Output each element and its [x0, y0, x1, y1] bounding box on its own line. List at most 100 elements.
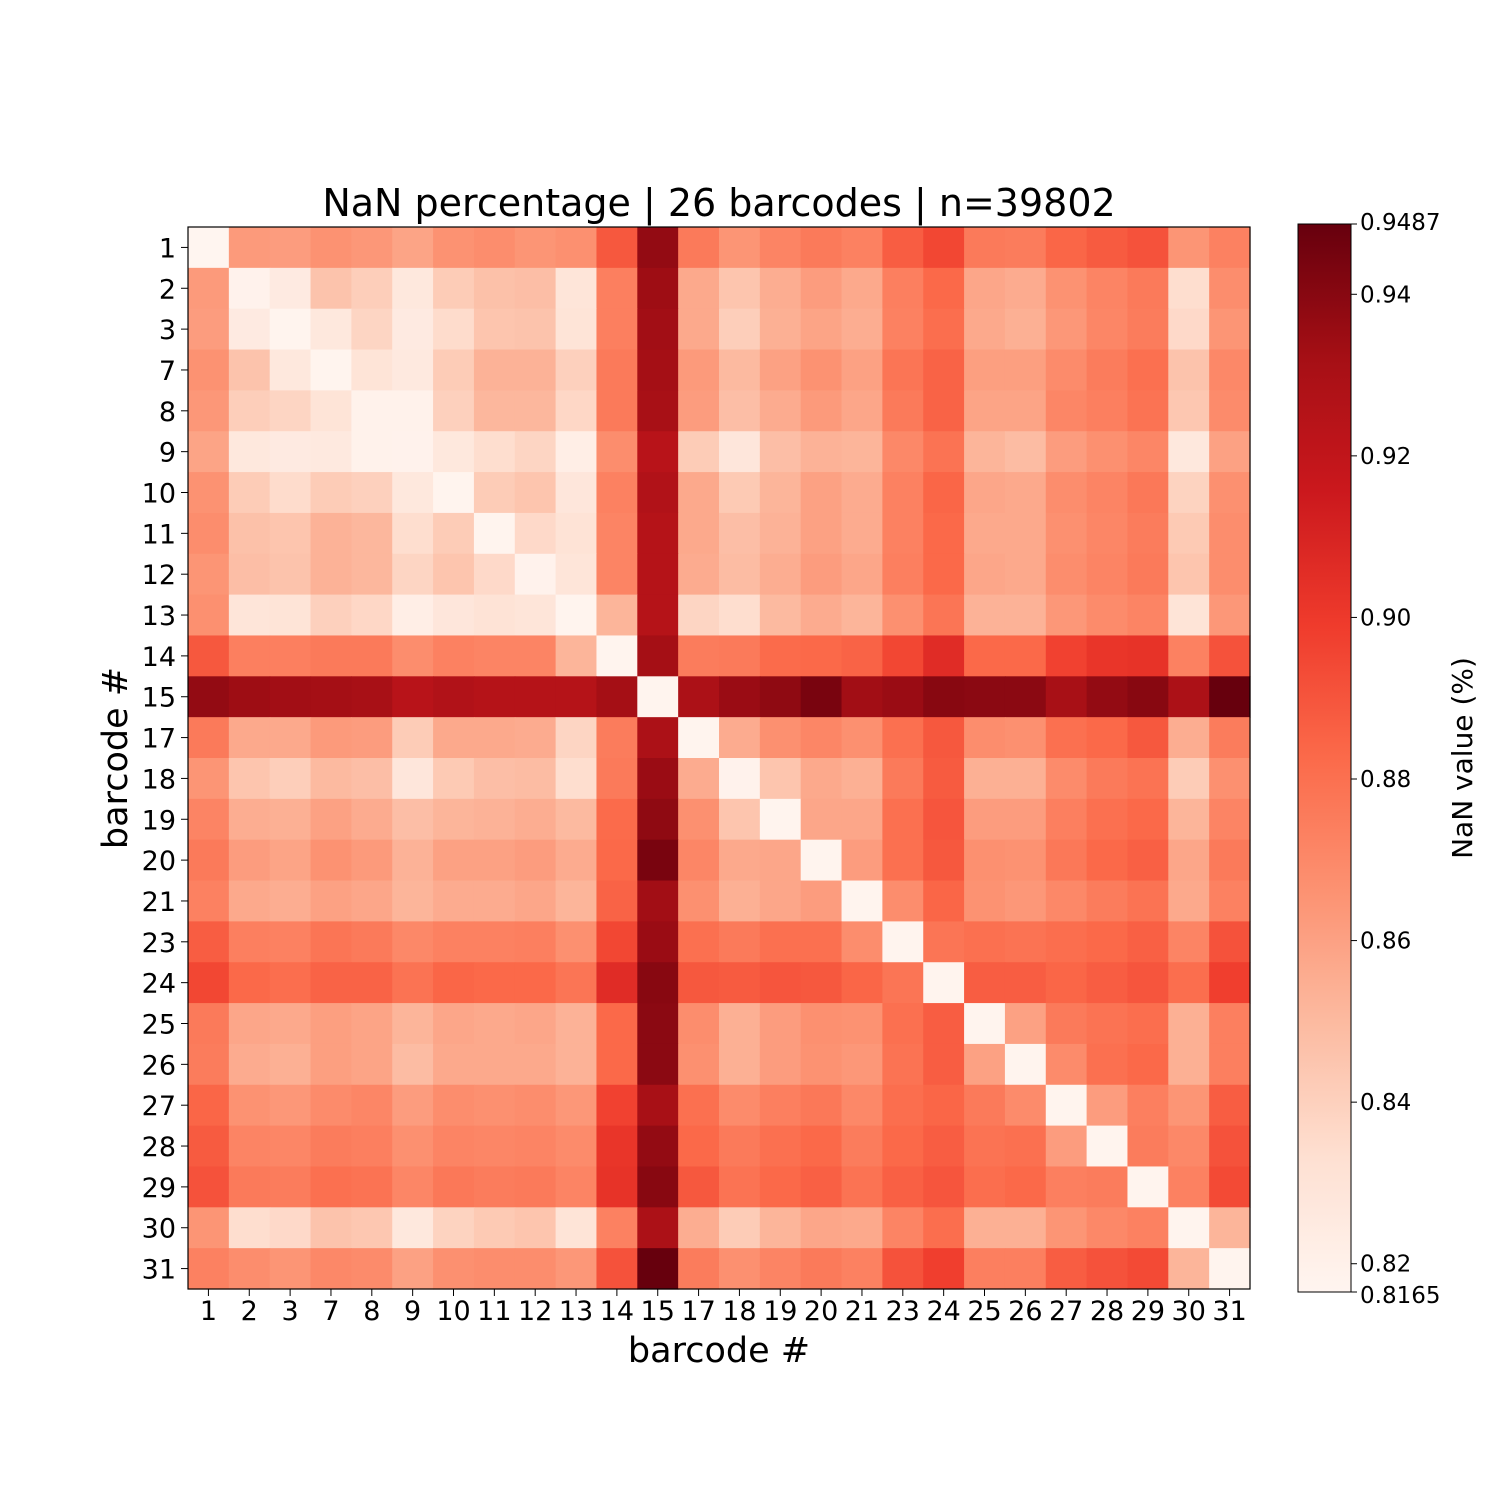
heatmap-cell-3-17 [678, 308, 720, 351]
heatmap-cell-9-9 [392, 431, 434, 473]
heatmap-cell-26-24 [923, 1043, 965, 1086]
heatmap-cell-18-15 [637, 758, 679, 800]
heatmap-cell-1-31 [1209, 227, 1251, 269]
heatmap-cell-10-31 [1209, 472, 1251, 514]
heatmap-cell-19-15 [637, 798, 679, 841]
heatmap-cell-25-27 [1045, 1003, 1088, 1045]
heatmap-cell-17-7 [310, 717, 352, 759]
heatmap-cell-26-28 [1086, 1043, 1129, 1086]
heatmap-cell-20-3 [269, 839, 312, 882]
heatmap-cell-2-9 [392, 267, 434, 310]
heatmap-cell-15-29 [1127, 676, 1169, 718]
heatmap-cell-2-2 [228, 267, 271, 310]
heatmap-cell-9-8 [351, 431, 393, 473]
heatmap-cell-11-21 [841, 512, 883, 555]
heatmap-cell-20-27 [1045, 839, 1088, 882]
heatmap-cell-24-1 [188, 962, 230, 1004]
colorbar-tick-label: 0.92 [1360, 444, 1411, 470]
heatmap-cell-11-20 [800, 512, 843, 555]
heatmap-cell-31-24 [923, 1248, 965, 1290]
heatmap-cell-30-2 [228, 1207, 271, 1249]
heatmap-cell-20-28 [1086, 839, 1129, 882]
heatmap-cell-9-29 [1127, 431, 1169, 473]
heatmap-cell-17-20 [800, 717, 843, 759]
heatmap-cell-30-29 [1127, 1207, 1169, 1249]
heatmap-cell-15-31 [1209, 676, 1251, 718]
heatmap-cell-9-18 [719, 431, 761, 473]
heatmap-cell-11-28 [1086, 512, 1129, 555]
heatmap-cell-1-18 [719, 227, 761, 269]
heatmap-cell-10-23 [882, 472, 924, 514]
x-tick-label: 17 [681, 1296, 715, 1327]
heatmap-cell-18-20 [800, 758, 843, 800]
heatmap-cell-26-18 [719, 1043, 761, 1086]
heatmap-cell-11-13 [555, 512, 598, 555]
heatmap-cell-24-21 [841, 962, 883, 1004]
heatmap-cell-24-26 [1004, 962, 1047, 1004]
heatmap-cell-2-25 [964, 267, 1006, 310]
x-tick-label: 8 [363, 1296, 380, 1327]
heatmap-cell-18-9 [392, 758, 434, 800]
heatmap-cell-17-9 [392, 717, 434, 759]
colorbar-tick-label: 0.94 [1360, 282, 1411, 308]
heatmap-cell-31-12 [514, 1248, 557, 1290]
heatmap-cell-27-26 [1004, 1084, 1047, 1127]
heatmap-cell-31-23 [882, 1248, 924, 1290]
heatmap-cell-1-9 [392, 227, 434, 269]
heatmap-cell-13-18 [719, 594, 761, 637]
heatmap-cell-19-3 [269, 798, 312, 841]
heatmap-cell-19-14 [596, 798, 638, 841]
heatmap-cell-11-25 [964, 512, 1006, 555]
heatmap-cell-17-15 [637, 717, 679, 759]
heatmap-cell-1-20 [800, 227, 843, 269]
heatmap-cell-2-3 [269, 267, 312, 310]
x-tick-label: 11 [477, 1296, 511, 1327]
heatmap-cell-19-29 [1127, 798, 1169, 841]
heatmap-cell-30-9 [392, 1207, 434, 1249]
x-tick-label: 9 [404, 1296, 421, 1327]
heatmap-cell-11-26 [1004, 512, 1047, 555]
heatmap-cell-30-10 [433, 1207, 475, 1249]
heatmap-cell-25-11 [473, 1003, 516, 1045]
heatmap-cell-19-19 [759, 798, 802, 841]
heatmap-cell-7-9 [392, 349, 434, 391]
heatmap-cell-27-8 [351, 1084, 393, 1127]
heatmap-cell-18-7 [310, 758, 352, 800]
heatmap-cell-28-20 [800, 1125, 843, 1168]
heatmap-cell-24-31 [1209, 962, 1251, 1004]
heatmap-cell-18-8 [351, 758, 393, 800]
heatmap-cell-12-7 [310, 553, 352, 596]
heatmap-cell-19-24 [923, 798, 965, 841]
heatmap-cell-23-12 [514, 921, 557, 963]
heatmap-cell-21-28 [1086, 880, 1129, 922]
heatmap-cell-13-28 [1086, 594, 1129, 637]
heatmap-cell-1-7 [310, 227, 352, 269]
heatmap-cell-28-7 [310, 1125, 352, 1168]
heatmap-cell-29-21 [841, 1166, 883, 1208]
heatmap-cell-9-17 [678, 431, 720, 473]
heatmap-cell-29-19 [759, 1166, 802, 1208]
heatmap-cell-29-31 [1209, 1166, 1251, 1208]
heatmap-cell-11-7 [310, 512, 352, 555]
heatmap-cell-7-14 [596, 349, 638, 391]
heatmap-cell-31-10 [433, 1248, 475, 1290]
heatmap-cell-23-15 [637, 921, 679, 963]
heatmap-cell-12-9 [392, 553, 434, 596]
heatmap-cell-28-28 [1086, 1125, 1129, 1168]
heatmap-cell-2-14 [596, 267, 638, 310]
heatmap-cell-21-27 [1045, 880, 1088, 922]
colorbar-tick-label: 0.9487 [1360, 210, 1440, 236]
heatmap-cell-3-14 [596, 308, 638, 351]
heatmap-cell-27-29 [1127, 1084, 1169, 1127]
heatmap-cell-17-18 [719, 717, 761, 759]
heatmap-cell-30-18 [719, 1207, 761, 1249]
x-tick-label: 1 [200, 1296, 217, 1327]
heatmap-cell-30-3 [269, 1207, 312, 1249]
heatmap-cell-14-18 [719, 635, 761, 677]
heatmap-cell-23-11 [473, 921, 516, 963]
heatmap-cell-31-17 [678, 1248, 720, 1290]
heatmap-cell-25-20 [800, 1003, 843, 1045]
heatmap-cell-21-20 [800, 880, 843, 922]
heatmap-cell-14-21 [841, 635, 883, 677]
heatmap-cell-26-23 [882, 1043, 924, 1086]
